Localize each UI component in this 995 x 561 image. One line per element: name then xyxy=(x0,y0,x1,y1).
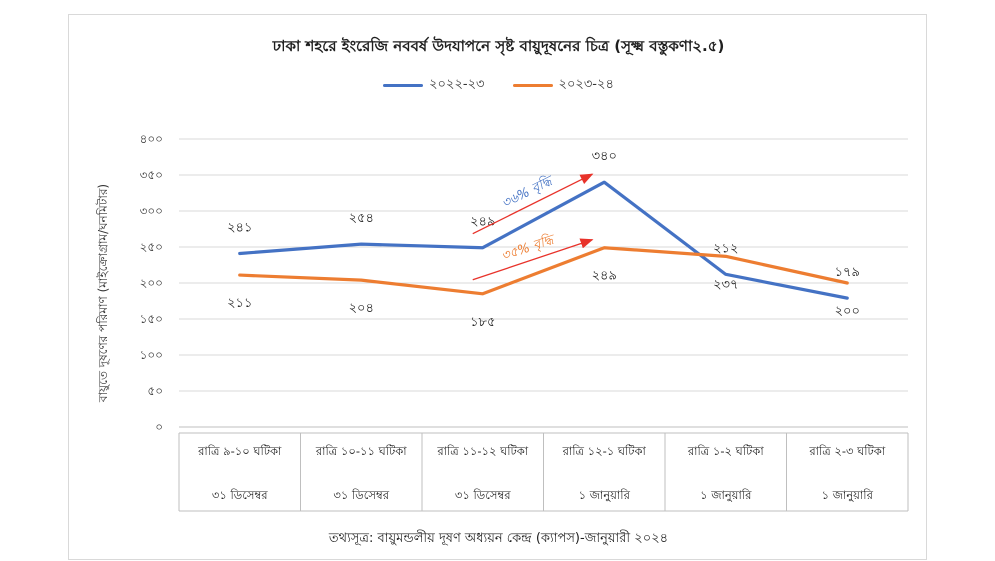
data-label: ১৮৫ xyxy=(470,315,495,330)
legend-item-series-1: ২০২২-২৩ xyxy=(383,75,485,96)
legend-swatch-series-2 xyxy=(512,84,553,87)
chart-plot: ০ ৫০ ১০০ ১৫০ ২০০ ২৫০ ৩০০ ৩৫০ ৪০০ বায়ুতে দূষণের প… xyxy=(96,132,909,512)
x-tick-label-date: ৩১ ডিসেম্বর xyxy=(455,488,511,502)
x-tick-label-date: ৩১ ডিসেম্বর xyxy=(333,488,389,502)
chart-title: ঢাকা শহরে ইংরেজি নববর্ষ উদযাপনে সৃষ্ট বা… xyxy=(272,37,725,55)
growth-arrow xyxy=(472,173,594,235)
y-tick-label: ১৫০ xyxy=(140,312,163,326)
data-label: ৩৪০ xyxy=(592,149,617,164)
y-tick-label: ৩০০ xyxy=(140,204,163,218)
y-tick-label: ০ xyxy=(155,420,163,434)
data-label: ২১২ xyxy=(713,241,738,256)
legend-item-series-2: ২০২৩-২৪ xyxy=(512,75,614,96)
x-tick-label-time: রাত্রি ৯-১০ ঘটিকা xyxy=(197,444,282,458)
x-tick-label-date: ৩১ ডিসেম্বর xyxy=(212,488,268,502)
x-tick-label-time: রাত্রি ১১-১২ ঘটিকা xyxy=(436,444,528,458)
y-tick-label: ২৫০ xyxy=(140,240,163,254)
data-label: ২৩৭ xyxy=(713,277,738,292)
data-label: ১৭৯ xyxy=(835,265,860,280)
x-tick-label-time: রাত্রি ১-২ ঘটিকা xyxy=(687,444,765,458)
x-tick-label-date: ১ জানুয়ারি xyxy=(579,488,631,503)
chart-frame: ঢাকা শহরে ইংরেজি নববর্ষ উদযাপনে সৃষ্ট বা… xyxy=(68,14,927,560)
y-tick-label: ২০০ xyxy=(140,276,163,290)
series-line-1 xyxy=(238,180,849,300)
data-label: ২১১ xyxy=(227,296,252,311)
x-tick-label-time: রাত্রি ২-৩ ঘটিকা xyxy=(808,444,886,458)
data-label: ২৪৯ xyxy=(592,269,617,284)
y-axis-title: বায়ুতে দূষণের পরিমাণ (মাইক্রোগ্রাম/ঘনমি… xyxy=(96,184,111,403)
legend: ২০২২-২৩ ২০২৩-২৪ xyxy=(69,75,928,96)
source-note: তথ্যসূত্র: বায়ুমন্ডলীয় দূষণ অধ্যয়ন কে… xyxy=(328,531,669,546)
x-tick-label-date: ১ জানুয়ারি xyxy=(822,488,874,503)
y-tick-label: ৫০ xyxy=(147,384,163,398)
growth-arrow xyxy=(472,238,594,281)
x-tick-label-time: রাত্রি ১০-১১ ঘটিকা xyxy=(315,444,407,458)
legend-label-series-1: ২০২২-২৩ xyxy=(429,77,485,92)
x-tick-label-time: রাত্রি ১২-১ ঘটিকা xyxy=(562,444,647,458)
data-label: ২৫৪ xyxy=(349,211,374,226)
y-tick-label: ৩৫০ xyxy=(140,168,163,182)
y-tick-label: ৪০০ xyxy=(140,132,163,146)
data-label: ২৪৯ xyxy=(470,215,495,230)
data-label: ২০০ xyxy=(835,304,860,319)
legend-label-series-2: ২০২৩-২৪ xyxy=(558,77,614,92)
data-label: ২৪১ xyxy=(227,220,252,235)
data-label: ২০৪ xyxy=(349,301,374,316)
series-line-2 xyxy=(238,246,849,296)
legend-swatch-series-1 xyxy=(383,84,424,87)
y-tick-label: ১০০ xyxy=(140,348,163,362)
x-tick-label-date: ১ জানুয়ারি xyxy=(700,488,752,503)
